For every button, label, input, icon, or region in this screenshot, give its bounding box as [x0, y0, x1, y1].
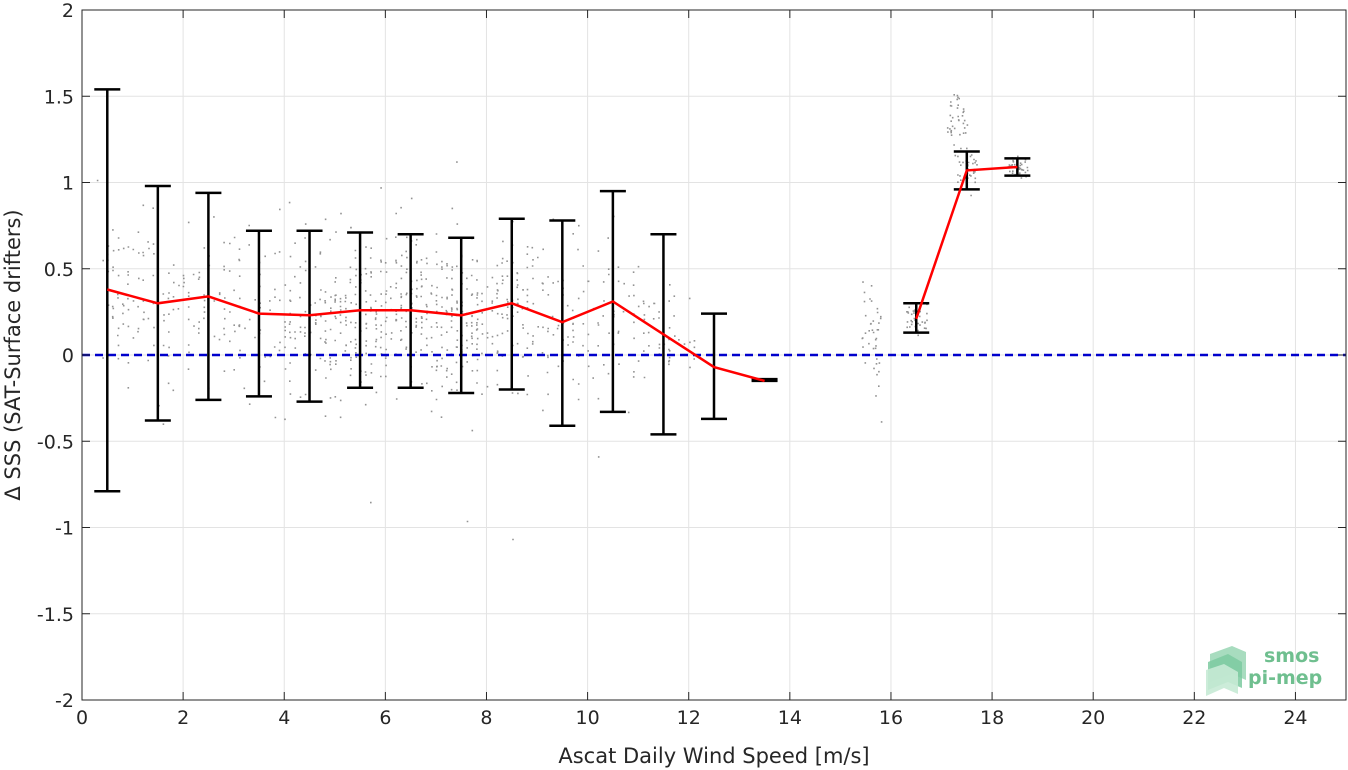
x-tick-label: 22	[1182, 707, 1206, 729]
x-tick-label: 12	[677, 707, 701, 729]
x-axis-title: Ascat Daily Wind Speed [m/s]	[558, 744, 869, 768]
y-tick-label: 1.5	[44, 86, 74, 108]
x-tick-label: 2	[177, 707, 189, 729]
y-tick-label: 1	[62, 173, 74, 195]
y-tick-label: -2	[55, 690, 74, 712]
x-tick-label: 14	[778, 707, 802, 729]
y-tick-label: -0.5	[37, 431, 74, 453]
y-tick-label: -1	[55, 518, 74, 540]
y-tick-label: 0.5	[44, 259, 74, 281]
y-tick-label: 0	[62, 345, 74, 367]
y-tick-label: -1.5	[37, 604, 74, 626]
smos-pi-mep-logo: smos pi-mep	[1206, 645, 1322, 696]
mean-line	[106, 288, 765, 383]
x-tick-label: 0	[76, 707, 88, 729]
x-tick-label: 6	[379, 707, 391, 729]
mean-lines	[106, 165, 1018, 383]
y-axis-title: Δ SSS (SAT-Surface drifters)	[1, 209, 25, 500]
x-tick-label: 20	[1081, 707, 1105, 729]
x-tick-label: 4	[278, 707, 290, 729]
logo-line-2: pi-mep	[1248, 667, 1322, 689]
x-tick-label: 8	[480, 707, 492, 729]
x-tick-label: 16	[879, 707, 903, 729]
x-tick-label: 24	[1283, 707, 1307, 729]
tick-labels: 0 2 4 6 8 10 12 14 16 18 20 22 24-2-1.5-1-0.500.511.…	[37, 0, 1308, 729]
mean-line	[915, 165, 1018, 320]
logo-wave-icon	[1206, 646, 1246, 696]
x-tick-label: 10	[576, 707, 600, 729]
logo-line-1: smos	[1264, 645, 1319, 667]
axes	[81, 9, 1347, 701]
x-tick-label: 18	[980, 707, 1004, 729]
y-tick-label: 2	[62, 0, 74, 22]
